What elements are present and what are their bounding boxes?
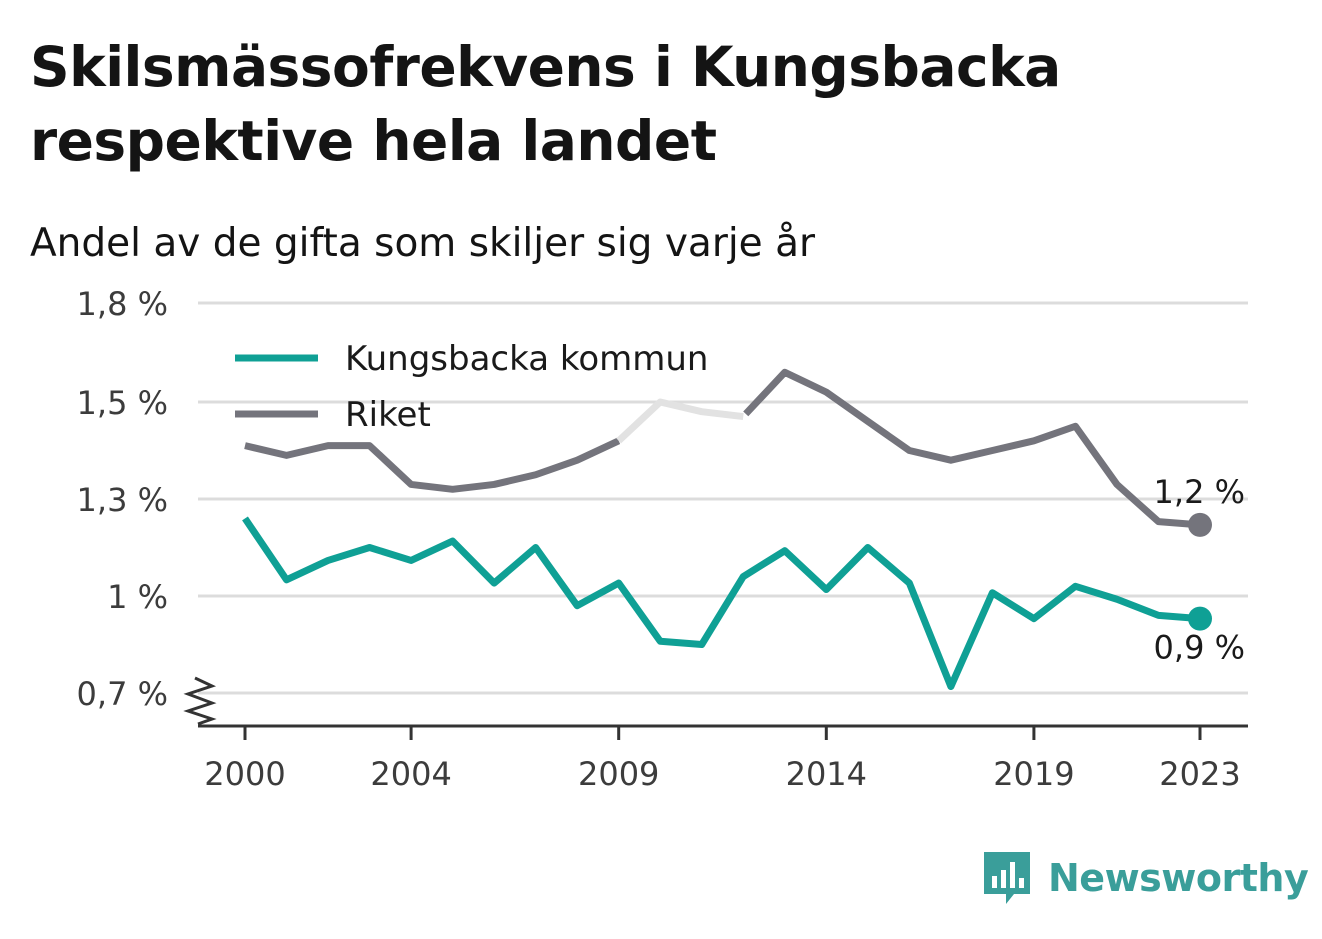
chart-subtitle: Andel av de gifta som skiljer sig varje … <box>30 221 816 266</box>
brand-name: Newsworthy <box>1048 856 1309 900</box>
chart-title: Skilsmässofrekvens i Kungsbacka respekti… <box>30 35 1061 173</box>
y-tick-label: 1,3 % <box>77 481 168 519</box>
bar-chart-speech-bubble-icon <box>984 852 1030 904</box>
y-tick-label: 1,5 % <box>77 384 168 422</box>
kungsbacka-series-line <box>242 516 1201 691</box>
legend-label-kungsbacka: Kungsbacka kommun <box>345 339 708 379</box>
legend-label-riket: Riket <box>345 395 431 435</box>
x-tick-label: 2004 <box>370 755 451 793</box>
y-axis-break-marker <box>183 676 217 726</box>
riket-end-point <box>1188 512 1212 537</box>
x-tick-label: 2014 <box>786 755 867 793</box>
x-tick-label: 2019 <box>993 755 1074 793</box>
y-tick-label: 1,8 % <box>77 285 168 323</box>
x-tick-label: 2023 <box>1159 755 1240 793</box>
x-tick-label: 2000 <box>204 755 285 793</box>
kungsbacka-end-label: 0,9 % <box>1154 629 1245 667</box>
riket-series-line <box>244 437 621 493</box>
riket-series-line-highlight <box>616 398 744 444</box>
y-tick-label: 1 % <box>107 578 168 616</box>
kungsbacka-end-point <box>1188 606 1212 631</box>
riket-end-label: 1,2 % <box>1154 473 1245 511</box>
x-tick-label: 2009 <box>578 755 659 793</box>
y-tick-label: 0,7 % <box>77 675 168 713</box>
newsworthy-brand: Newsworthy <box>980 848 1309 908</box>
riket-series-line <box>743 368 1201 529</box>
